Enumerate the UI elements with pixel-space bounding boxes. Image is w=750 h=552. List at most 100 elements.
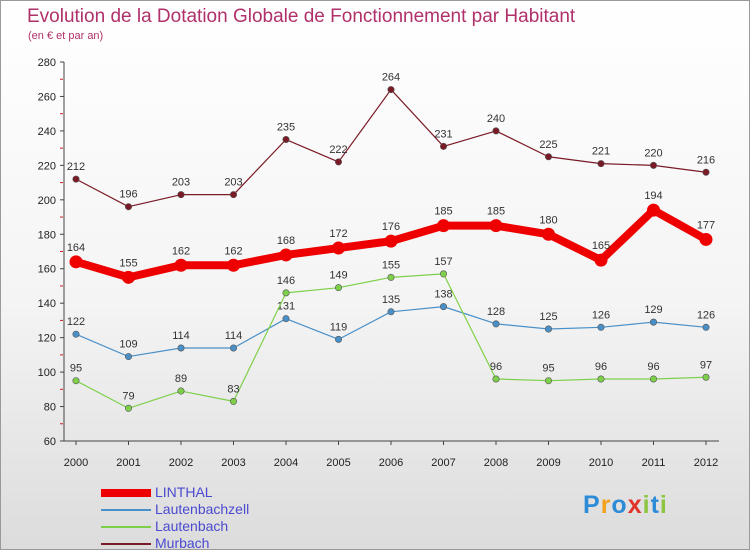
data-label: 122 [67,316,85,328]
logo-letter: i [642,491,651,519]
data-label: 162 [224,245,242,257]
y-tick-label: 280 [38,57,56,69]
logo-letter: o [611,491,628,519]
data-label: 212 [67,161,85,173]
y-tick-label: 60 [44,436,56,448]
data-label: 126 [592,309,610,321]
data-point [439,303,447,311]
data-point [125,353,133,361]
data-point [282,315,290,323]
data-point [282,289,290,297]
data-point [439,270,447,278]
data-point [122,270,135,284]
data-label: 203 [224,177,242,189]
data-point [72,377,80,385]
data-label: 176 [382,221,400,233]
data-point [702,168,710,176]
y-tick-label: 80 [44,402,56,414]
data-point [649,161,657,169]
data-label: 177 [697,219,715,231]
data-point [492,375,500,383]
data-point [230,344,238,352]
series-line [75,88,707,208]
data-label: 128 [487,306,505,318]
data-point [174,258,188,272]
proxiti-logo: Proxiti [583,491,668,520]
data-point [334,284,342,292]
legend-swatch [101,489,151,497]
y-tick-label: 200 [38,195,56,207]
data-label: 168 [277,235,295,247]
data-point [544,377,552,385]
x-tick-label: 2002 [169,457,193,469]
x-tick-label: 2011 [642,457,666,469]
data-label: 235 [277,122,295,134]
data-point [387,308,395,316]
data-label: 165 [592,240,610,252]
data-label: 240 [487,113,505,125]
data-point [177,191,185,199]
data-label: 146 [277,275,295,287]
data-label: 231 [434,128,452,140]
data-label: 96 [595,361,607,373]
data-point [597,160,605,168]
data-point [649,375,657,383]
legend-label: LINTHAL [155,484,213,500]
data-label: 109 [119,339,137,351]
data-point [489,219,503,233]
data-label: 149 [329,270,347,282]
data-point [439,142,447,150]
data-label: 180 [539,214,557,226]
data-label: 89 [175,373,187,385]
data-point [69,255,83,269]
data-point [177,387,185,395]
data-label: 83 [227,383,239,395]
y-tick-label: 140 [38,298,56,310]
data-point [702,373,710,381]
chart-title: Evolution de la Dotation Globale de Fonc… [27,6,576,27]
chart-subtitle: (en € et par an) [28,30,104,42]
data-point [72,330,80,338]
data-point [177,344,185,352]
data-label: 203 [172,177,190,189]
data-point [702,323,710,331]
data-label: 194 [644,190,662,202]
data-point [492,127,500,135]
data-point [279,248,293,262]
legend-swatch [101,543,151,545]
data-point [125,203,133,211]
x-tick-label: 2007 [431,457,455,469]
data-point [230,397,238,405]
data-point [649,318,657,326]
data-label: 157 [434,256,452,268]
x-tick-label: 2010 [589,457,613,469]
data-label: 196 [119,189,137,201]
data-label: 119 [330,321,348,333]
data-point [230,191,238,199]
data-point [544,153,552,161]
data-label: 155 [119,257,137,269]
data-point [334,335,342,343]
data-label: 96 [647,361,659,373]
data-label: 97 [700,359,712,371]
legend-label: Lautenbachzell [155,501,250,517]
legend-swatch [101,509,151,511]
data-point [544,325,552,333]
data-label: 225 [539,139,557,151]
x-tick-label: 2003 [221,457,245,469]
data-label: 114 [172,330,190,342]
data-label: 172 [329,228,347,240]
data-label: 114 [225,330,243,342]
data-point [334,158,342,166]
data-point [699,232,713,246]
x-tick-label: 2006 [379,457,403,469]
y-tick-label: 180 [38,229,56,241]
data-point [125,404,133,412]
logo-letter: x [627,491,643,519]
legend-label: Lautenbach [155,518,229,534]
data-label: 79 [122,390,134,402]
data-label: 138 [434,289,452,301]
logo-letter: i [659,491,668,519]
x-tick-label: 2001 [116,457,140,469]
